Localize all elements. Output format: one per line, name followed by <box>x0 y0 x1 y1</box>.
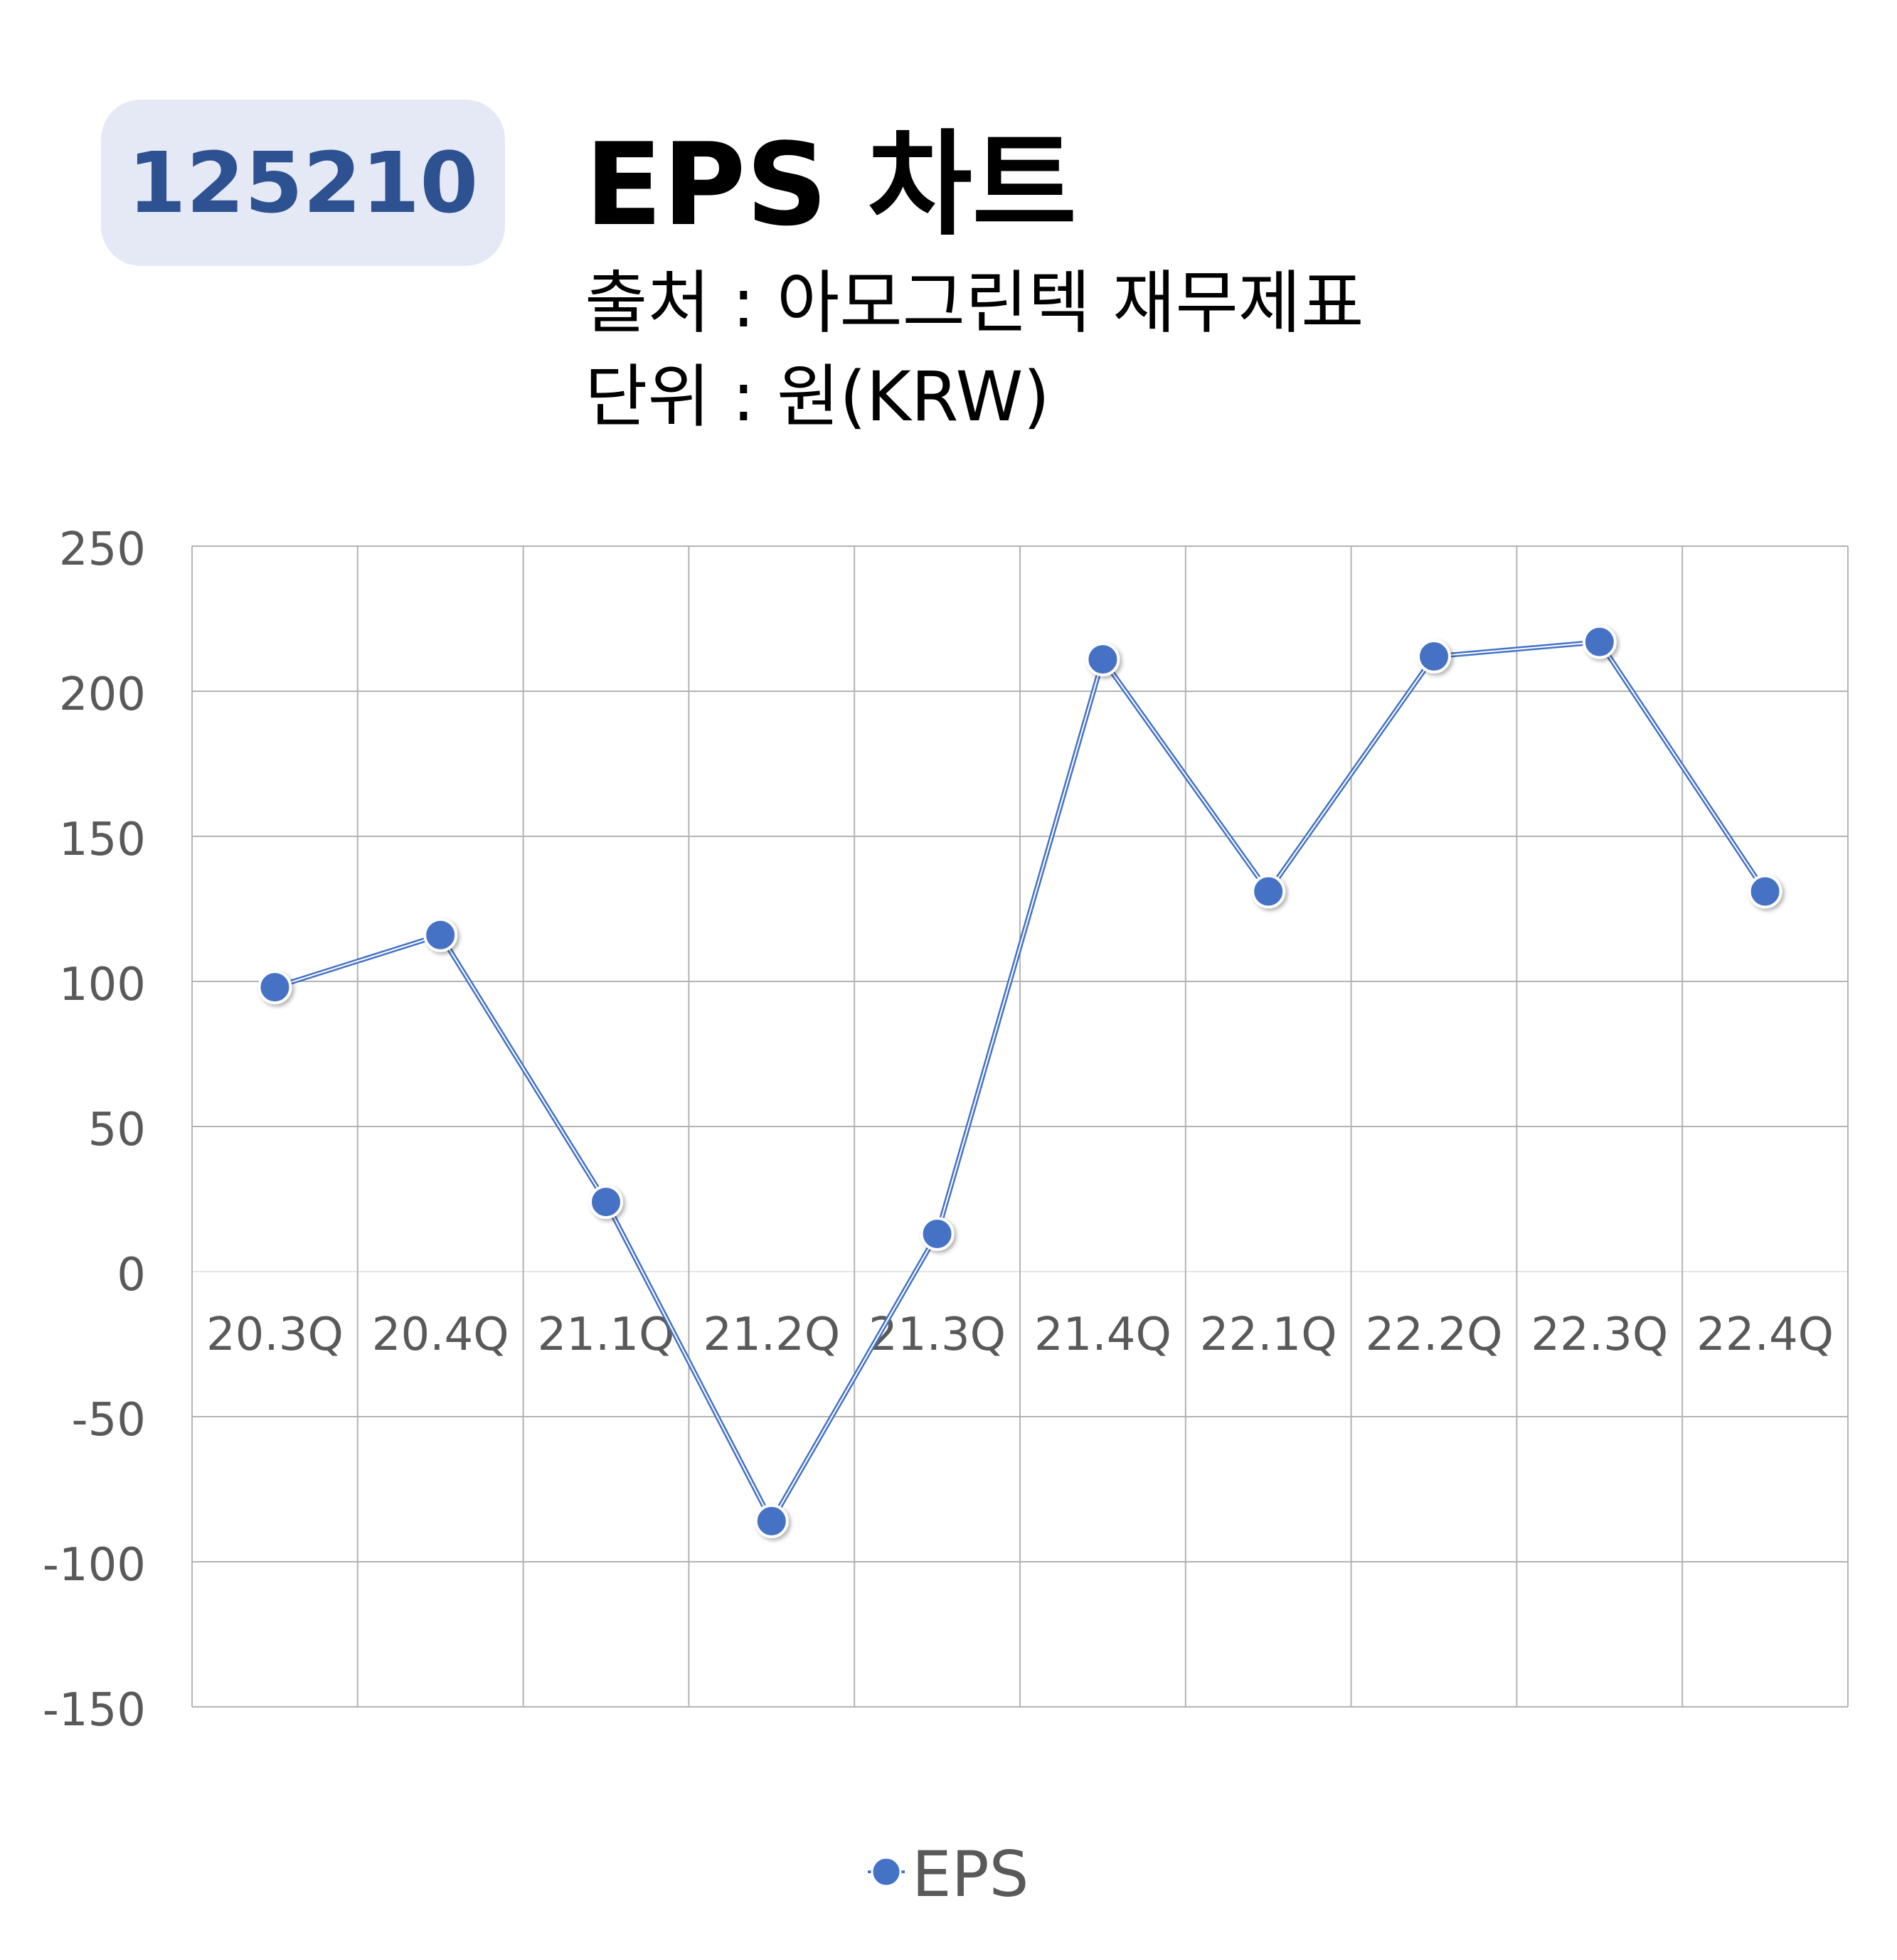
data-point <box>1085 642 1120 677</box>
data-point <box>1748 874 1782 909</box>
y-tick-label: 150 <box>59 814 146 866</box>
series-eps <box>257 624 1782 1538</box>
x-tick-label: 21.1Q <box>538 1309 675 1361</box>
source-label: 출처 : 아모그린텍 재무제표 <box>585 263 1364 343</box>
legend: EPS <box>868 1838 1029 1911</box>
chart-title: EPS 차트 <box>585 118 1077 251</box>
y-tick-label: -150 <box>43 1684 146 1737</box>
x-tick-label: 20.4Q <box>372 1309 509 1361</box>
x-tick-label: 20.3Q <box>206 1309 344 1361</box>
x-tick-label: 22.3Q <box>1531 1309 1668 1361</box>
data-point <box>1251 874 1286 909</box>
grid-lines <box>191 545 1849 1708</box>
legend-label-eps: EPS <box>912 1838 1029 1911</box>
data-point <box>1582 624 1617 659</box>
y-tick-label: -50 <box>71 1394 146 1447</box>
y-tick-label: 0 <box>117 1249 146 1301</box>
y-tick-label: 100 <box>59 959 146 1011</box>
series-line-highlight <box>275 641 1766 1522</box>
unit-label: 단위 : 원(KRW) <box>585 357 1050 437</box>
ticker-badge: 125210 <box>101 100 505 266</box>
x-tick-label: 21.4Q <box>1034 1309 1171 1361</box>
y-axis-ticks: 250 200 150 100 50 0 -50 -100 -150 <box>43 523 146 1737</box>
data-point <box>257 970 292 1005</box>
y-tick-label: -100 <box>43 1539 146 1592</box>
x-tick-label: 22.1Q <box>1200 1309 1337 1361</box>
data-point <box>589 1185 623 1220</box>
data-point <box>1417 639 1451 674</box>
x-axis-ticks: 20.3Q 20.4Q 21.1Q 21.2Q 21.3Q 21.4Q 22.1Q 22.2Q… <box>206 1309 1834 1361</box>
legend-marker <box>871 1856 902 1887</box>
x-tick-label: 21.2Q <box>703 1309 840 1361</box>
data-point <box>920 1216 955 1251</box>
x-tick-label: 22.2Q <box>1366 1309 1503 1361</box>
y-tick-label: 250 <box>59 523 146 576</box>
data-point <box>423 917 458 952</box>
x-tick-label: 22.4Q <box>1696 1309 1834 1361</box>
y-tick-label: 50 <box>88 1104 146 1156</box>
y-tick-label: 200 <box>59 669 146 721</box>
data-point <box>754 1503 789 1538</box>
